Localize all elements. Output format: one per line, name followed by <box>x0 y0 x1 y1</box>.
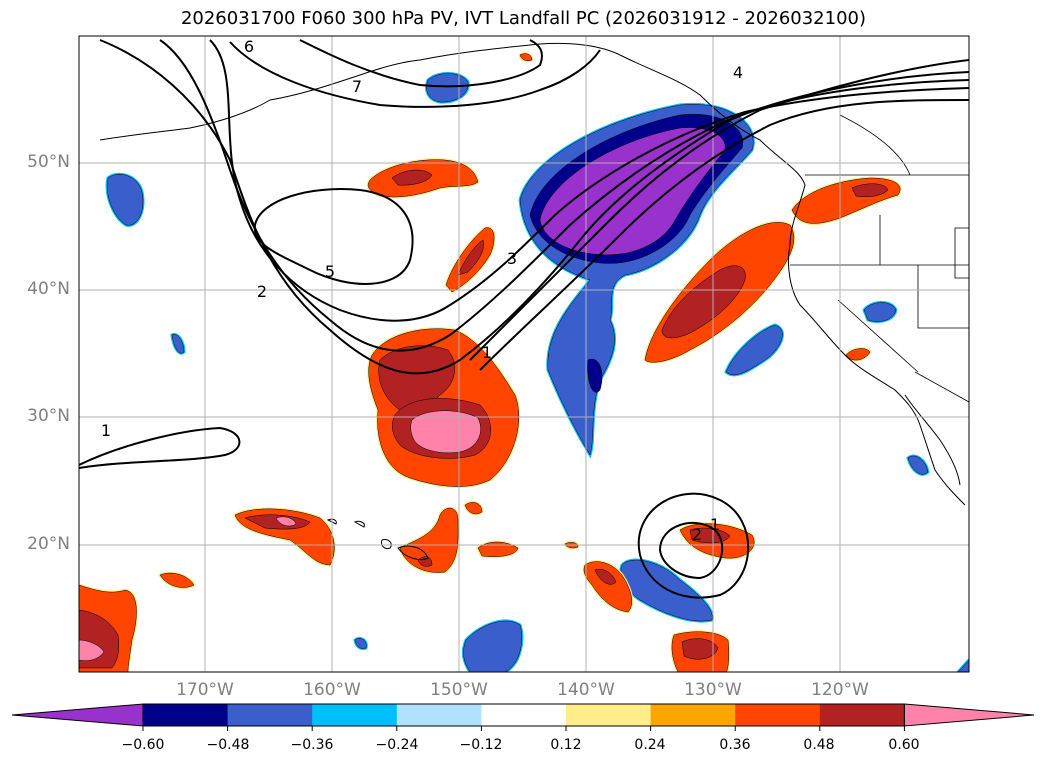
colorbar-segment <box>481 704 567 726</box>
positive-region-small-a <box>464 502 483 515</box>
negative-region-ca-offshore <box>725 324 783 376</box>
colorbar-label: −0.36 <box>290 737 334 753</box>
contour-label: 1 <box>101 421 111 440</box>
positive-region-hawaii <box>399 507 459 573</box>
colorbar-segment <box>227 704 313 726</box>
positive-region-ne-red <box>661 265 746 339</box>
positive-region-nw-red <box>391 169 433 186</box>
negative-region-small1 <box>171 334 185 354</box>
negative-region-south2 <box>463 620 523 672</box>
colorbar-frame <box>142 703 905 727</box>
colorbar-segment <box>143 704 229 726</box>
contour-label: 3 <box>507 249 517 268</box>
y-tick-label: 20°N <box>27 534 70 554</box>
positive-region-alaska-tiny <box>519 53 533 62</box>
pv-contours <box>79 39 969 599</box>
colorbar-extend-min <box>11 703 144 727</box>
political-borders <box>790 114 969 403</box>
positive-region-small-b <box>477 541 519 557</box>
colorbar-segment <box>566 704 652 726</box>
positive-region-pnw-red <box>851 183 889 197</box>
positive-region-hawaii-w-red <box>244 514 311 530</box>
colorbar-label: −0.48 <box>206 737 250 753</box>
positive-region-small-d <box>159 572 195 588</box>
colorbar-segment <box>312 704 398 726</box>
colorbar-label: −0.12 <box>459 737 503 753</box>
colorbar-segment <box>735 704 821 726</box>
colorbar-extend-max <box>903 703 1035 727</box>
x-tick-label: 140°W <box>557 680 615 700</box>
colorbar-label: 0.12 <box>550 737 582 753</box>
contour-label: 7 <box>352 77 362 96</box>
positive-region-ca <box>845 348 871 361</box>
contour-label: 6 <box>244 37 254 56</box>
y-tick-label: 30°N <box>27 406 70 426</box>
colorbar-label: 0.24 <box>634 737 666 753</box>
x-tick-label: 160°W <box>303 680 361 700</box>
negative-region-tail-navy <box>587 358 603 393</box>
positive-region-hawaii-red <box>417 556 433 567</box>
positive-region-mid-red <box>457 239 484 276</box>
contour-label: 5 <box>325 262 335 281</box>
pv-contour-labels: 6 7 5 4 2 3 1 1 1 2 <box>101 37 743 544</box>
colorbar-segment <box>819 704 905 726</box>
negative-region-ca <box>863 302 897 322</box>
colorbar-label: −0.60 <box>121 737 165 753</box>
gridlines <box>79 36 969 672</box>
positive-region-south1 <box>583 561 633 613</box>
y-tick-label: 50°N <box>27 152 70 172</box>
negative-region-baja <box>907 455 929 475</box>
contour-label: 1 <box>710 515 720 534</box>
positive-region-hawaii-w-pink <box>275 516 297 527</box>
colorbar-label: 0.60 <box>888 737 920 753</box>
contour-label: 2 <box>257 282 267 301</box>
map-title: 2026031700 F060 300 hPa PV, IVT Landfall… <box>180 8 867 29</box>
positive-region-corner-pink <box>79 639 105 661</box>
negative-region-west <box>106 174 144 226</box>
positive-region-central-red <box>378 345 455 414</box>
colorbar-segment <box>650 704 736 726</box>
y-tick-label: 40°N <box>27 279 70 299</box>
colorbar <box>11 703 1035 731</box>
colorbar-segment <box>396 704 482 726</box>
x-tick-label: 170°W <box>176 680 234 700</box>
x-tick-label: 150°W <box>430 680 488 700</box>
contour-label: 1 <box>482 343 492 362</box>
negative-region-alaska <box>426 73 469 103</box>
coastlines <box>99 42 966 561</box>
colorbar-label: 0.36 <box>719 737 751 753</box>
map-frame <box>78 35 970 673</box>
colorbar-label: 0.48 <box>803 737 835 753</box>
positive-region-central-pink <box>410 410 481 454</box>
contour-label: 2 <box>692 525 702 544</box>
negative-region-corner <box>957 659 969 672</box>
x-tick-label: 130°W <box>684 680 742 700</box>
map-background <box>79 36 969 672</box>
contour-label: 4 <box>733 63 743 82</box>
positive-region-south1-red <box>594 568 617 585</box>
x-tick-label: 120°W <box>811 680 869 700</box>
colorbar-label: −0.24 <box>375 737 419 753</box>
positive-region-south3-red <box>681 638 719 660</box>
negative-region-tiny <box>354 638 367 649</box>
